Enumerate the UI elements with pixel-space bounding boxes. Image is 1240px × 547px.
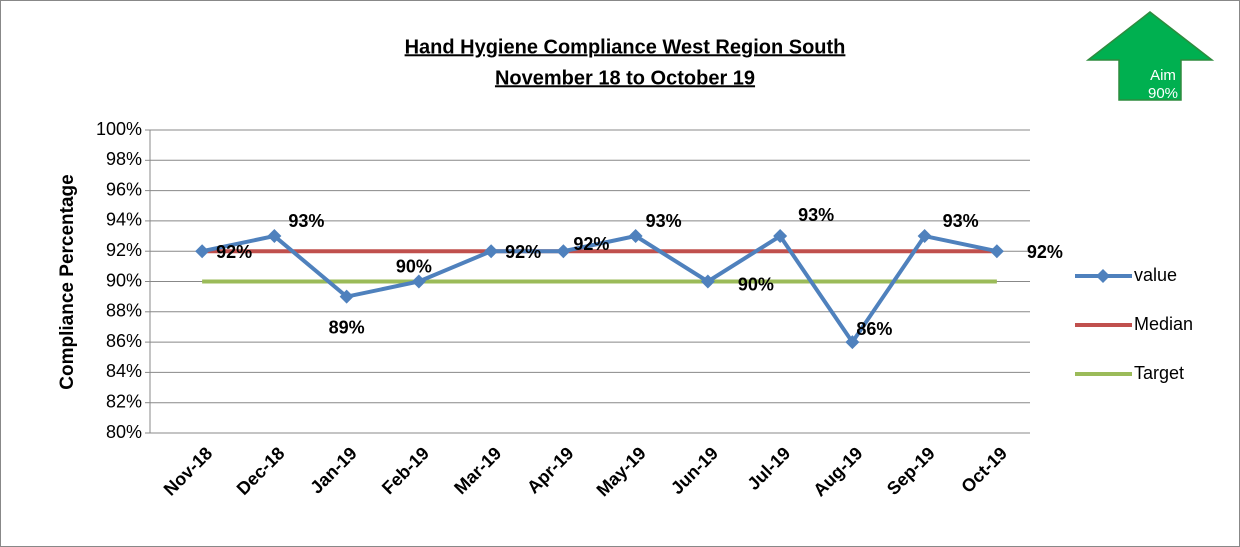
marker	[484, 244, 499, 259]
marker	[700, 274, 715, 289]
legend-label: Target	[1134, 363, 1184, 383]
aim-label: Aim	[1150, 67, 1176, 84]
data-label: 93%	[943, 211, 979, 231]
marker	[845, 335, 860, 350]
legend-label: Median	[1134, 314, 1193, 334]
line-value	[201, 233, 998, 346]
y-tick-label: 92%	[106, 240, 142, 260]
data-label: 93%	[288, 211, 324, 231]
marker	[773, 229, 788, 244]
y-tick-label: 88%	[106, 301, 142, 321]
data-label: 92%	[573, 234, 609, 254]
marker	[556, 244, 571, 259]
legend-marker	[1096, 269, 1110, 283]
data-label: 92%	[505, 242, 541, 262]
marker	[195, 244, 210, 259]
y-tick-label: 90%	[106, 270, 142, 290]
chart-subtitle: November 18 to October 19	[495, 67, 755, 89]
data-label: 93%	[798, 205, 834, 225]
y-tick-label: 98%	[106, 149, 142, 169]
y-tick-label: 96%	[106, 179, 142, 199]
y-tick-label: 82%	[106, 391, 142, 411]
data-label: 92%	[216, 242, 252, 262]
aim-value: 90%	[1148, 85, 1178, 102]
legend-label: value	[1134, 265, 1177, 285]
data-label: 90%	[396, 256, 432, 276]
data-label: 90%	[738, 274, 774, 294]
y-axis-label: Compliance Percentage	[57, 174, 78, 389]
chart-title: Hand Hygiene Compliance West Region Sout…	[405, 36, 846, 58]
marker	[339, 289, 354, 304]
y-tick-label: 94%	[106, 210, 142, 230]
marker	[411, 274, 426, 289]
y-tick-label: 84%	[106, 361, 142, 381]
marker	[628, 229, 643, 244]
data-label: 86%	[856, 319, 892, 339]
y-tick-label: 80%	[106, 422, 142, 442]
y-tick-label: 86%	[106, 331, 142, 351]
aim-arrow	[1085, 11, 1215, 101]
marker	[917, 229, 932, 244]
data-label: 89%	[329, 317, 365, 337]
y-tick-label: 100%	[96, 119, 142, 139]
data-label: 92%	[1027, 242, 1063, 262]
data-label: 93%	[646, 211, 682, 231]
marker	[989, 244, 1004, 259]
marker	[267, 229, 282, 244]
